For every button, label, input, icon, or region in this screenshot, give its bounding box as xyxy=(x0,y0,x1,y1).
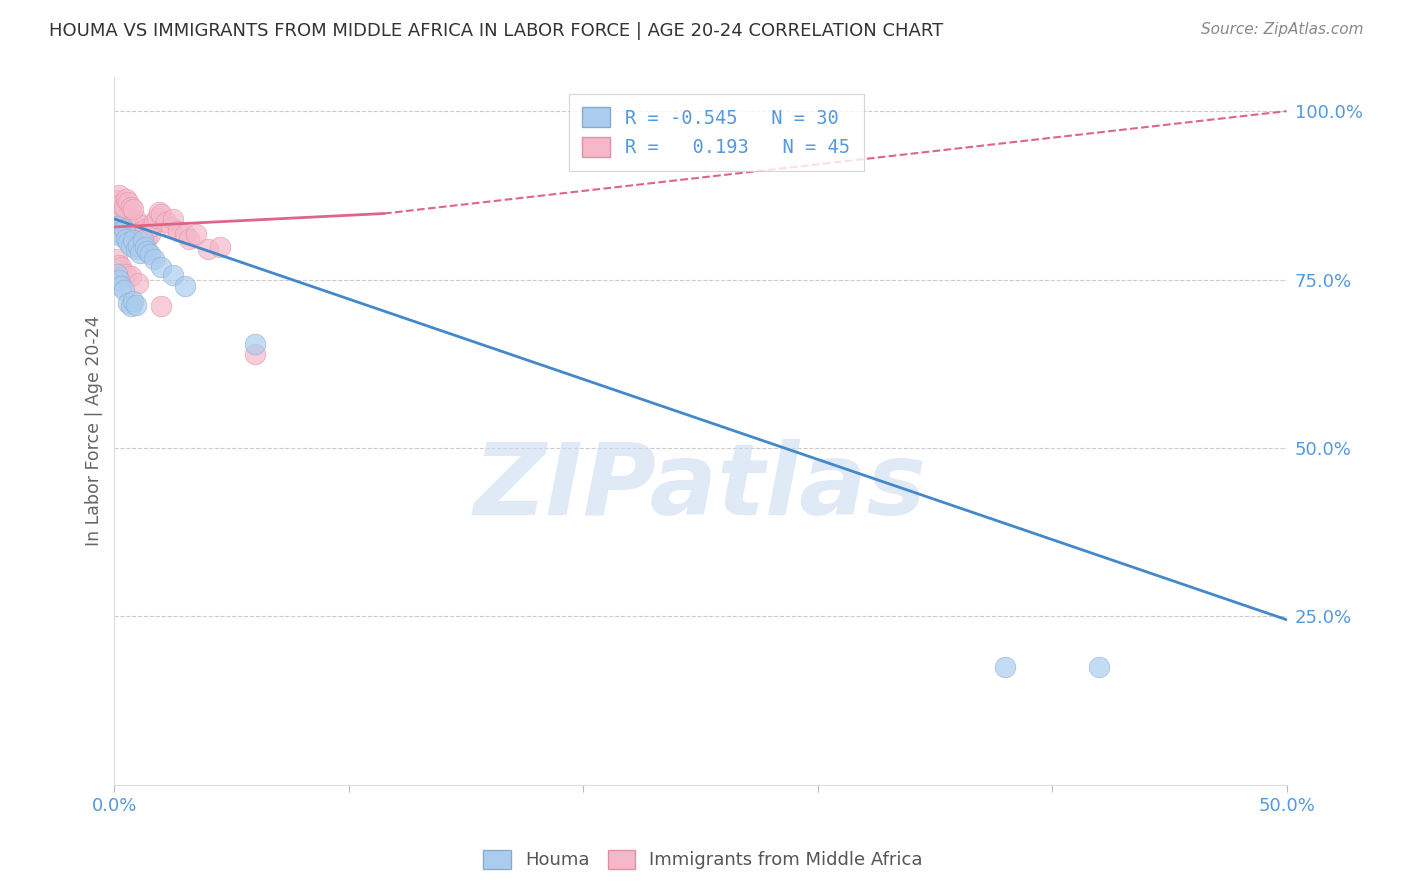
Point xyxy=(120,269,142,284)
Point xyxy=(197,242,219,256)
Point xyxy=(129,245,152,260)
Point xyxy=(112,217,135,231)
Point xyxy=(173,227,195,241)
Point xyxy=(243,346,266,360)
Point xyxy=(105,211,128,226)
Point xyxy=(105,193,128,207)
Point xyxy=(150,206,173,220)
Point xyxy=(120,300,142,314)
Point xyxy=(112,283,135,297)
Point xyxy=(112,222,135,236)
Point xyxy=(117,296,139,310)
Point xyxy=(162,268,184,282)
Point xyxy=(141,219,163,233)
Point xyxy=(148,205,170,219)
Point xyxy=(143,252,166,266)
Point xyxy=(117,195,139,210)
Text: Source: ZipAtlas.com: Source: ZipAtlas.com xyxy=(1201,22,1364,37)
Point xyxy=(186,227,208,241)
Point xyxy=(110,228,132,243)
Point xyxy=(124,298,146,312)
Point xyxy=(105,219,128,233)
Point xyxy=(115,267,138,281)
Point xyxy=(1088,660,1111,674)
Point xyxy=(117,235,139,250)
Point xyxy=(117,219,139,233)
Point xyxy=(124,213,146,227)
Point xyxy=(150,300,173,314)
Point xyxy=(243,336,266,351)
Point xyxy=(108,272,131,286)
Point xyxy=(166,224,188,238)
Point xyxy=(110,219,132,234)
Text: ZIPatlas: ZIPatlas xyxy=(474,439,927,536)
Point xyxy=(127,276,149,290)
Point xyxy=(105,252,128,267)
Point xyxy=(115,192,138,206)
Point xyxy=(127,217,149,231)
Point xyxy=(129,226,152,240)
Point xyxy=(110,279,132,293)
Legend: R = -0.545   N = 30, R =   0.193   N = 45: R = -0.545 N = 30, R = 0.193 N = 45 xyxy=(569,94,863,170)
Point xyxy=(110,260,132,275)
Point xyxy=(155,215,177,229)
Point xyxy=(173,279,195,293)
Point xyxy=(131,234,153,248)
Point xyxy=(208,240,231,254)
Point xyxy=(115,209,138,223)
Point xyxy=(122,294,145,309)
Point xyxy=(145,211,167,225)
Text: HOUMA VS IMMIGRANTS FROM MIDDLE AFRICA IN LABOR FORCE | AGE 20-24 CORRELATION CH: HOUMA VS IMMIGRANTS FROM MIDDLE AFRICA I… xyxy=(49,22,943,40)
Point xyxy=(108,215,131,229)
Point xyxy=(108,258,131,272)
Point xyxy=(112,200,135,214)
Point xyxy=(120,200,142,214)
Point xyxy=(122,234,145,248)
Point xyxy=(108,188,131,202)
Point xyxy=(120,222,142,236)
Point xyxy=(122,226,145,240)
Point xyxy=(105,267,128,281)
Point xyxy=(136,231,159,245)
Point xyxy=(159,219,181,234)
Point xyxy=(110,197,132,211)
Point xyxy=(162,211,184,226)
Point xyxy=(134,222,156,236)
Point xyxy=(150,260,173,275)
Point xyxy=(138,247,160,261)
Y-axis label: In Labor Force | Age 20-24: In Labor Force | Age 20-24 xyxy=(86,316,103,547)
Point xyxy=(115,232,138,246)
Point xyxy=(134,240,156,254)
Point xyxy=(179,232,201,246)
Point xyxy=(127,239,149,253)
Point xyxy=(120,239,142,253)
Point xyxy=(138,227,160,241)
Point xyxy=(122,202,145,216)
Point xyxy=(108,226,131,240)
Point xyxy=(136,244,159,259)
Point xyxy=(131,228,153,243)
Legend: Houma, Immigrants from Middle Africa: Houma, Immigrants from Middle Africa xyxy=(474,840,932,879)
Point xyxy=(994,660,1017,674)
Point xyxy=(143,215,166,229)
Point xyxy=(124,242,146,256)
